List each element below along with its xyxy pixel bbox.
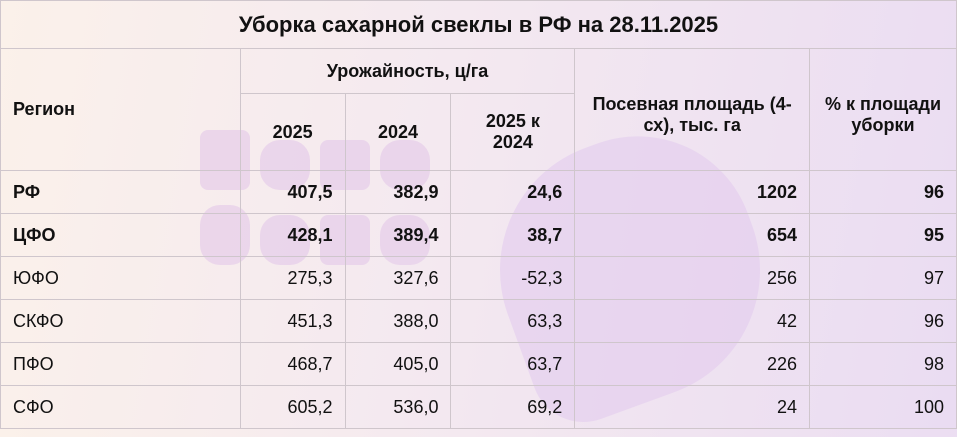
cell-y2024: 327,6 xyxy=(344,256,452,300)
table-row: СФО 605,2 536,0 69,2 24 100 xyxy=(0,385,957,429)
table-row: ЮФО 275,3 327,6 -52,3 256 97 xyxy=(0,256,957,300)
cell-region: СФО xyxy=(0,385,241,429)
cell-area: 256 xyxy=(574,256,811,300)
cell-y2025: 275,3 xyxy=(239,256,346,300)
table-row: ПФО 468,7 405,0 63,7 226 98 xyxy=(0,342,957,386)
cell-area: 42 xyxy=(574,299,811,343)
table-row: СКФО 451,3 388,0 63,3 42 96 xyxy=(0,299,957,343)
cell-region: ПФО xyxy=(0,342,241,386)
cell-diff: 63,7 xyxy=(450,342,576,386)
cell-diff: 24,6 xyxy=(450,170,576,214)
cell-area: 654 xyxy=(574,213,811,257)
table-row: ЦФО 428,1 389,4 38,7 654 95 xyxy=(0,213,957,257)
cell-y2025: 468,7 xyxy=(239,342,346,386)
header-yield: Урожайность, ц/га xyxy=(239,48,576,94)
cell-area: 226 xyxy=(574,342,811,386)
cell-region: ЦФО xyxy=(0,213,241,257)
cell-y2024: 389,4 xyxy=(344,213,452,257)
cell-area: 24 xyxy=(574,385,811,429)
header-region: Регион xyxy=(0,48,241,171)
cell-y2024: 405,0 xyxy=(344,342,452,386)
cell-region: ЮФО xyxy=(0,256,241,300)
cell-area: 1202 xyxy=(574,170,811,214)
cell-y2024: 382,9 xyxy=(344,170,452,214)
cell-region: СКФО xyxy=(0,299,241,343)
header-pct: % к площади уборки xyxy=(809,48,957,171)
cell-y2025: 428,1 xyxy=(239,213,346,257)
cell-region: РФ xyxy=(0,170,241,214)
header-2025: 2025 xyxy=(239,93,346,171)
cell-pct: 100 xyxy=(809,385,957,429)
cell-diff: -52,3 xyxy=(450,256,576,300)
cell-y2025: 407,5 xyxy=(239,170,346,214)
cell-pct: 98 xyxy=(809,342,957,386)
cell-pct: 97 xyxy=(809,256,957,300)
cell-pct: 95 xyxy=(809,213,957,257)
cell-diff: 69,2 xyxy=(450,385,576,429)
header-diff: 2025 к 2024 xyxy=(450,93,576,171)
table-title: Уборка сахарной свеклы в РФ на 28.11.202… xyxy=(0,0,957,49)
cell-y2024: 536,0 xyxy=(344,385,452,429)
cell-pct: 96 xyxy=(809,299,957,343)
cell-y2025: 605,2 xyxy=(239,385,346,429)
cell-diff: 63,3 xyxy=(450,299,576,343)
header-2024: 2024 xyxy=(344,93,452,171)
cell-y2025: 451,3 xyxy=(239,299,346,343)
cell-pct: 96 xyxy=(809,170,957,214)
header-area: Посевная площадь (4-сх), тыс. га xyxy=(574,48,811,171)
cell-diff: 38,7 xyxy=(450,213,576,257)
table-row: РФ 407,5 382,9 24,6 1202 96 xyxy=(0,170,957,214)
cell-y2024: 388,0 xyxy=(344,299,452,343)
